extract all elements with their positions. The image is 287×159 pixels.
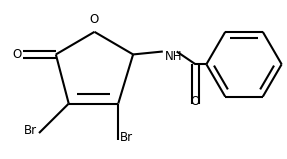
Text: O: O [191,94,200,107]
Text: NH: NH [165,50,182,62]
Text: Br: Br [120,131,133,144]
Text: O: O [12,48,21,61]
Text: Br: Br [24,124,37,137]
Text: O: O [90,13,99,26]
